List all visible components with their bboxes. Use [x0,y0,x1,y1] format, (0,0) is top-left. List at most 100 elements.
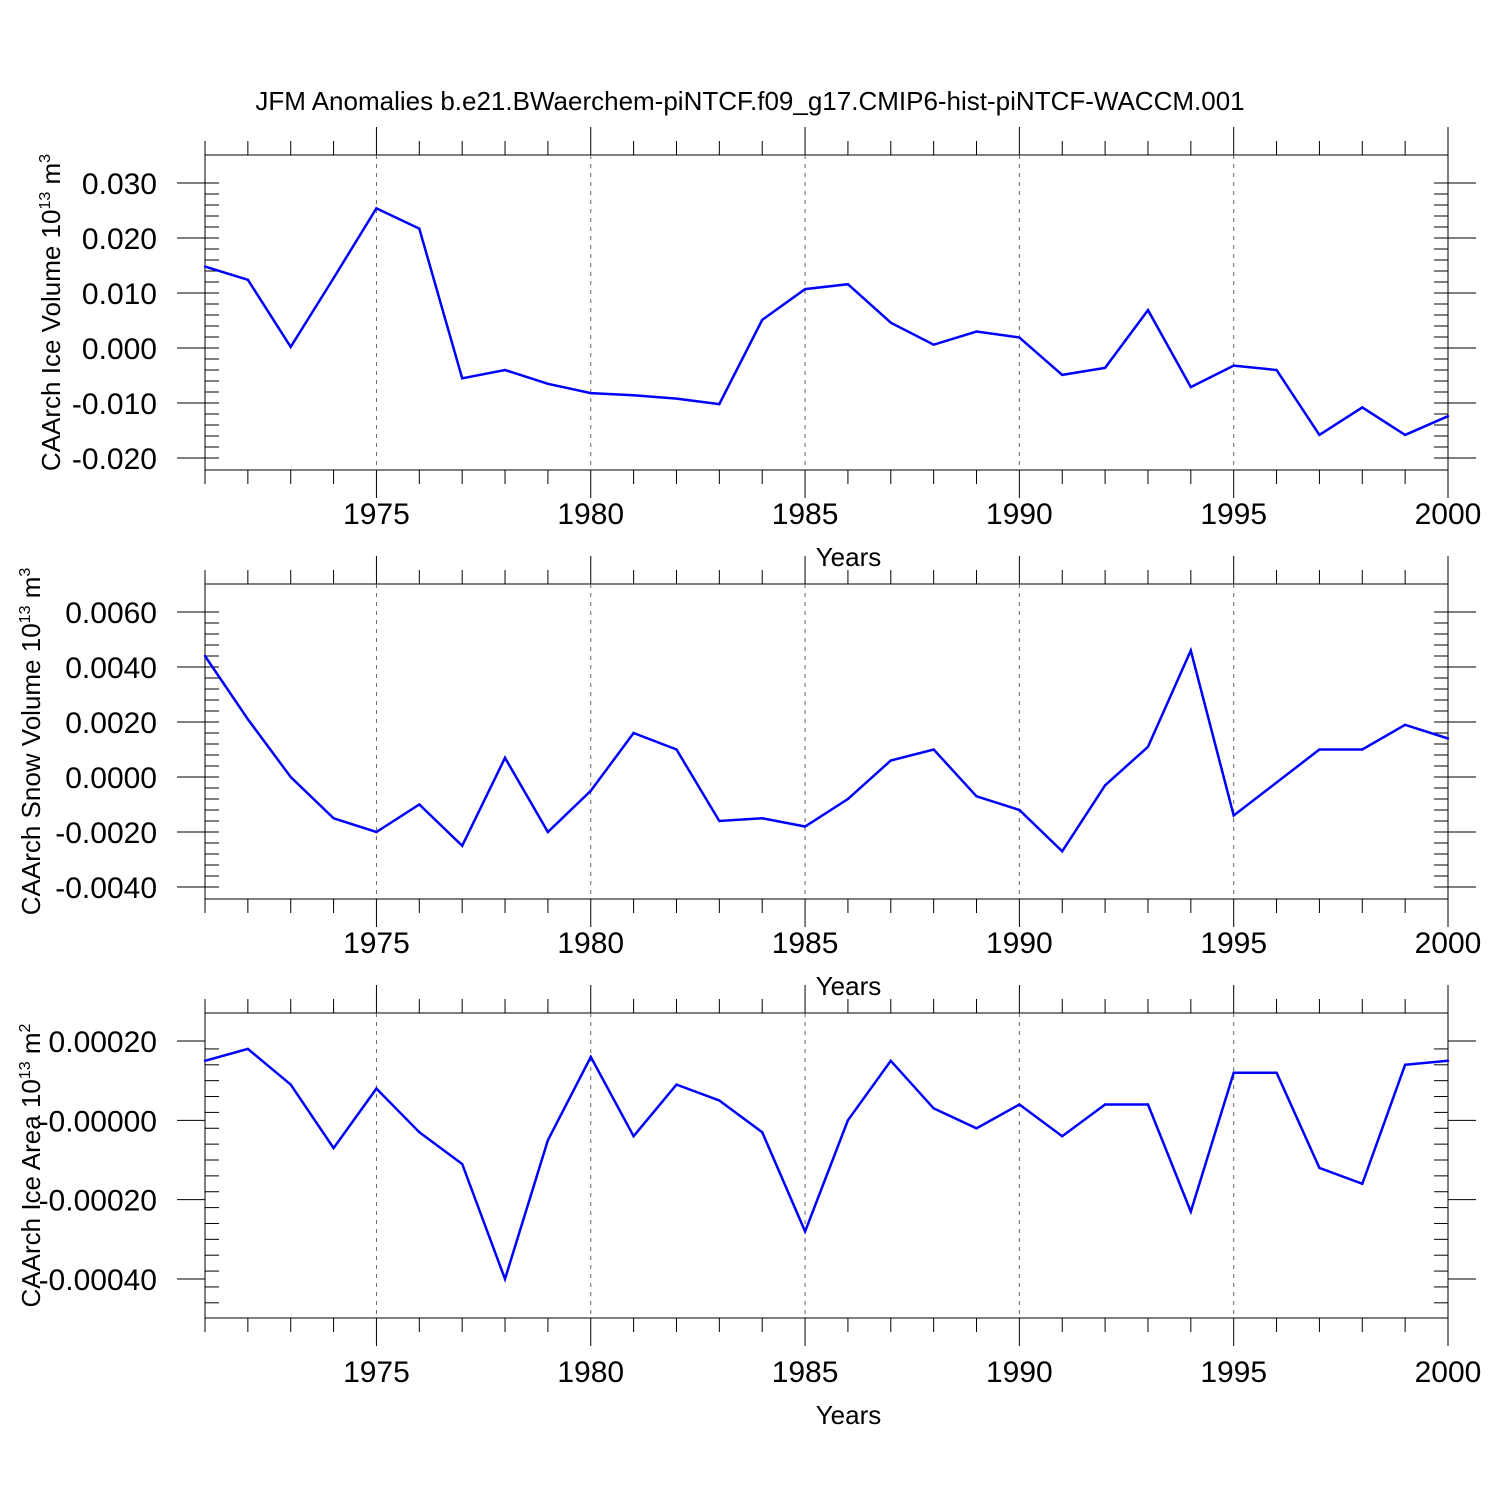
y-axis-title: CAArch Snow Volume 1013 m3 [16,568,46,916]
data-point [632,1135,635,1138]
data-point [332,1146,335,1150]
x-tick-label: 1985 [772,498,839,531]
data-point [375,1087,378,1090]
x-tick-label: 1980 [557,1356,624,1389]
data-point [418,227,421,230]
data-point [1018,808,1021,812]
data-point [503,756,507,759]
series-line [204,1047,1449,1283]
y-tick-label: 0.0040 [65,652,157,685]
data-point [846,283,850,286]
x-tick-label: 2000 [1415,498,1482,531]
chart-panel-2: 1975 1980 1985 1990 1995 2000 0.0060 0.0040 0.00… [16,556,1481,1001]
data-point [632,731,635,735]
data-point [1103,366,1107,369]
y-axis-title: CAArch Ice Volume 1013 m3 [36,154,66,471]
data-point [332,276,335,280]
data-point [418,803,421,806]
y-tick-label: -0.0020 [55,817,157,850]
data-point [675,748,678,751]
data-point [332,817,335,820]
data-point [203,654,207,658]
data-point [1446,1059,1450,1063]
data-point [932,748,935,751]
data-point [246,278,250,281]
data-point [1446,415,1450,418]
y-tick-label: -0.00000 [39,1105,157,1138]
data-point [246,718,250,721]
data-point [932,1107,935,1110]
data-point [1189,1210,1193,1213]
x-tick-label: 2000 [1415,927,1482,960]
data-point [289,1083,292,1086]
data-point [803,1230,807,1233]
plot-frame [204,154,1449,471]
data-point [289,775,292,779]
data-point [546,382,550,385]
data-point [1403,1063,1407,1067]
data-point [1275,1071,1278,1074]
y-tick-label: 0.030 [82,168,157,201]
data-point [1403,433,1407,437]
x-tick-label: 2000 [1415,1356,1482,1389]
data-point [546,1138,550,1142]
data-point [289,345,292,349]
x-tick-label: 1980 [557,927,624,960]
data-point [246,1047,250,1051]
data-point [589,789,592,792]
data-point [1146,1103,1150,1106]
data-point [761,817,764,820]
data-point [1232,1071,1235,1074]
x-axis-title: Years [816,971,882,1001]
x-tick-label: 1985 [772,927,839,960]
y-tick-label: -0.010 [72,388,157,421]
data-point [460,844,464,847]
data-point [1103,1103,1107,1106]
data-point [761,318,764,322]
x-tick-label: 1980 [557,498,624,531]
data-point [718,819,721,823]
y-tick-label: -0.00020 [39,1185,157,1218]
data-point [1146,745,1150,748]
data-point [846,1119,850,1122]
chart-panel-3: 1975 1980 1985 1990 1995 2000 0.00020 -0.00000 -… [16,985,1481,1430]
data-point [1232,814,1235,817]
data-point [1061,373,1064,377]
y-tick-label: 0.010 [82,278,157,311]
data-point [1361,1182,1364,1186]
data-point [1018,336,1021,339]
y-tick-label: 0.0060 [65,597,157,630]
x-tick-label: 1990 [986,927,1053,960]
data-point [1061,850,1064,853]
data-point [1275,781,1278,784]
data-point [1318,433,1321,437]
x-tick-label: 1985 [772,1356,839,1389]
data-point [889,759,892,762]
y-axis-title: CAArch Ice Area 1013 m2 [16,1023,46,1307]
x-tick-label: 1990 [986,498,1053,531]
y-tick-label: -0.00040 [39,1264,157,1297]
data-point [675,397,678,400]
data-point [375,830,378,834]
data-point [1232,364,1235,367]
data-point [503,1277,507,1281]
x-tick-label: 1995 [1200,1356,1267,1389]
data-point [975,1127,978,1130]
data-point [1189,649,1193,652]
data-point [1361,406,1364,409]
y-tick-label: 0.020 [82,223,157,256]
data-point [632,394,635,397]
data-point [718,1099,721,1102]
data-point [503,368,507,372]
data-point [1318,748,1321,751]
x-tick-label: 1975 [343,927,410,960]
y-tick-label: 0.0020 [65,707,157,740]
data-point [1275,368,1278,372]
y-tick-label: 0.00020 [49,1026,157,1059]
x-tick-label: 1975 [343,498,410,531]
data-point [932,343,935,346]
data-point [675,1083,678,1086]
x-tick-label: 1995 [1200,498,1267,531]
data-point [1318,1166,1321,1170]
